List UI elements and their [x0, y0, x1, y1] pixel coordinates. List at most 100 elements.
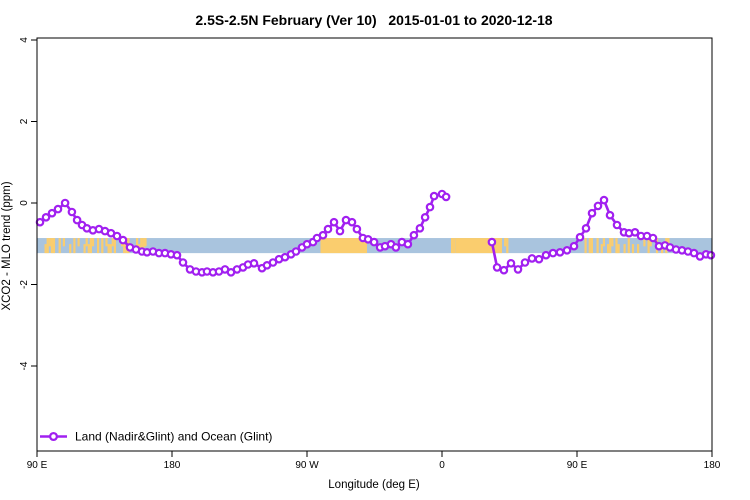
chart-title: 2.5S-2.5N February (Ver 10) 2015-01-01 t… — [195, 12, 552, 28]
data-point — [249, 258, 259, 268]
data-point — [492, 263, 502, 272]
x-axis-title: Longitude (deg E) — [328, 479, 420, 491]
x-tick-label: 0 — [439, 460, 445, 471]
land-speckle — [504, 238, 507, 247]
data-point — [420, 213, 430, 222]
data-point — [329, 217, 339, 227]
land-speckle — [451, 238, 454, 254]
data-point — [172, 250, 182, 260]
land-speckle — [453, 238, 456, 254]
land-speckle — [142, 238, 145, 254]
data-point — [499, 265, 509, 275]
y-tick-label: -2 — [19, 280, 30, 289]
data-point — [112, 231, 122, 241]
land-speckle — [647, 238, 650, 254]
land-speckle — [607, 244, 610, 254]
legend: Land (Nadir&Glint) and Ocean (Glint) — [40, 430, 272, 444]
data-point — [648, 233, 658, 243]
land-speckle — [600, 244, 603, 254]
data-point — [487, 237, 497, 247]
land-speckle — [123, 244, 126, 254]
data-point — [347, 217, 357, 227]
land-speckle — [113, 238, 116, 254]
data-point — [534, 254, 544, 264]
data-point — [605, 210, 615, 220]
data-series — [35, 189, 716, 277]
data-point — [67, 207, 77, 217]
land-speckle — [105, 238, 108, 247]
land-speckle — [83, 244, 86, 254]
data-point — [520, 258, 530, 267]
land-speckle — [111, 238, 114, 247]
land-speckle — [596, 238, 599, 254]
data-point — [47, 208, 57, 218]
x-tick-label: 180 — [164, 460, 181, 471]
data-point — [352, 224, 362, 234]
data-point — [403, 239, 413, 249]
data-point — [118, 235, 128, 245]
data-point — [425, 202, 435, 212]
data-point — [441, 192, 451, 202]
land-speckle — [44, 244, 47, 254]
land-speckle — [48, 238, 51, 247]
data-point — [555, 248, 565, 257]
land-speckle — [140, 238, 143, 254]
data-point — [72, 215, 82, 225]
y-axis-title: XCO2 - MLO trend (ppm) — [1, 181, 13, 310]
data-point — [527, 254, 537, 263]
data-point — [415, 224, 425, 233]
series-line — [38, 192, 448, 274]
data-point — [706, 250, 716, 260]
data-point — [587, 208, 597, 218]
land-speckle — [58, 238, 61, 254]
land-speckle — [46, 238, 49, 254]
axes: 90 E 180 90 W 0 90 E 180 4 2 0 -2 -4 — [19, 37, 721, 471]
plot-box — [36, 37, 713, 452]
land-speckle — [91, 238, 95, 247]
legend-label: Land (Nadir&Glint) and Ocean (Glint) — [75, 430, 272, 444]
land-speckle — [627, 238, 630, 254]
data-point — [409, 230, 419, 240]
land-speckle — [643, 238, 646, 247]
x-tick-label: 180 — [704, 460, 721, 471]
land-speckle — [109, 244, 112, 254]
land-speckle — [69, 244, 72, 254]
data-point — [391, 243, 401, 252]
data-point — [35, 217, 45, 227]
land-speckle — [649, 238, 652, 247]
land-speckle — [602, 238, 605, 247]
y-tick-label: 0 — [19, 200, 30, 206]
legend-marker-icon — [48, 431, 59, 442]
land-speckle — [136, 238, 139, 247]
x-tick-label: 90 W — [295, 460, 319, 471]
land-speckle — [590, 238, 593, 254]
data-point — [562, 246, 572, 255]
land-speckle — [609, 238, 612, 254]
data-point — [630, 228, 640, 237]
data-point — [178, 258, 188, 267]
land-speckle — [52, 238, 56, 254]
data-point — [53, 204, 63, 214]
land-speckle — [637, 244, 640, 254]
data-point — [291, 247, 301, 256]
y-tick-label: 4 — [19, 37, 30, 43]
data-point — [318, 230, 328, 240]
x-tick-label: 90 E — [27, 460, 48, 471]
land-speckle — [144, 238, 147, 247]
data-point — [513, 265, 523, 274]
land-speckle — [506, 238, 509, 254]
data-point — [60, 198, 70, 208]
data-point — [323, 224, 333, 234]
land-speckle — [85, 238, 88, 247]
data-point — [575, 232, 585, 242]
land-speckle — [73, 238, 76, 254]
land-speckle — [77, 238, 80, 247]
land-speckle — [87, 244, 90, 254]
data-point — [612, 220, 622, 230]
y-tick-label: -4 — [19, 361, 30, 370]
land-patch — [320, 238, 367, 254]
x-tick-label: 90 E — [567, 460, 588, 471]
data-point — [593, 201, 603, 211]
data-point — [689, 248, 699, 258]
